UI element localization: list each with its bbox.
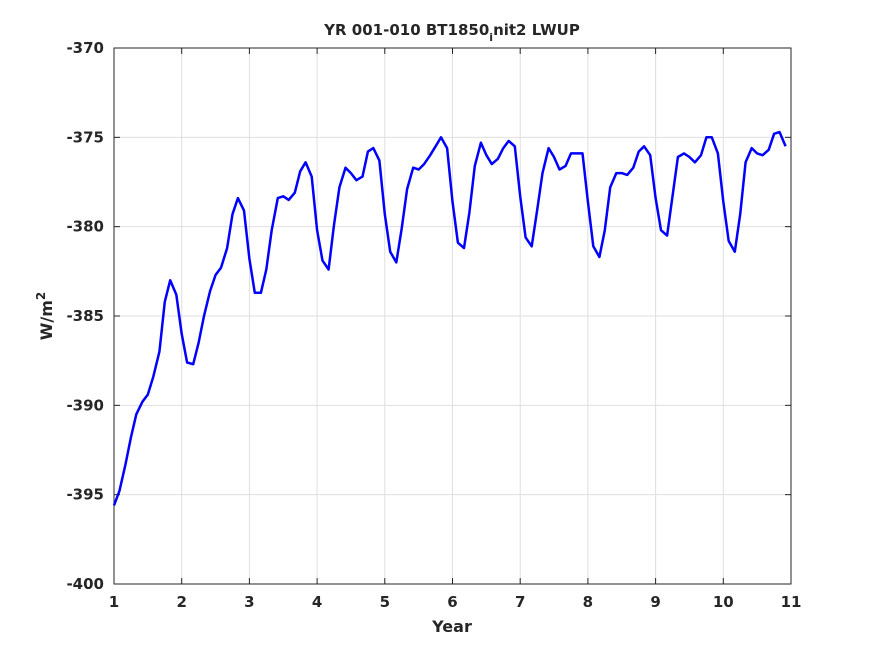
chart-title-rest: nit2 LWUP <box>493 21 580 39</box>
x-tick-label: 9 <box>650 593 660 611</box>
x-tick-label: 2 <box>176 593 186 611</box>
y-tick-label: -385 <box>66 307 104 325</box>
x-tick-label: 8 <box>583 593 593 611</box>
x-tick-label: 7 <box>515 593 525 611</box>
y-tick-label: -370 <box>66 39 104 57</box>
x-tick-label: 1 <box>109 593 119 611</box>
x-tick-label: 6 <box>447 593 457 611</box>
x-tick-label: 11 <box>781 593 802 611</box>
y-tick-label: -390 <box>66 396 104 414</box>
grid <box>113 47 792 585</box>
x-tick-label: 5 <box>380 593 390 611</box>
y-tick-label: -395 <box>66 486 104 504</box>
chart-title-main: YR 001-010 BT1850 <box>323 21 489 39</box>
y-tick-label: -380 <box>66 218 104 236</box>
x-tick-label: 10 <box>713 593 734 611</box>
x-tick-label: 3 <box>244 593 254 611</box>
chart-title: YR 001-010 BT1850init2 LWUP <box>323 21 580 44</box>
y-axis-label-superscript: 2 <box>34 292 48 300</box>
y-tick-label: -375 <box>66 128 104 146</box>
x-tick-label: 4 <box>312 593 322 611</box>
axis-ticks: 1 2 3 4 5 6 7 8 9 10 11 -400 -395 -390 -385 -380 -375 -37… <box>66 39 801 611</box>
x-axis-label: Year <box>431 617 472 636</box>
series-line <box>112 130 787 506</box>
y-axis-label-base: W/m <box>37 300 56 340</box>
series-group <box>112 130 787 506</box>
y-tick-label: -400 <box>66 575 104 593</box>
chart-title-subscript: i <box>489 31 493 44</box>
y-axis-label: W/m2 <box>34 292 56 341</box>
